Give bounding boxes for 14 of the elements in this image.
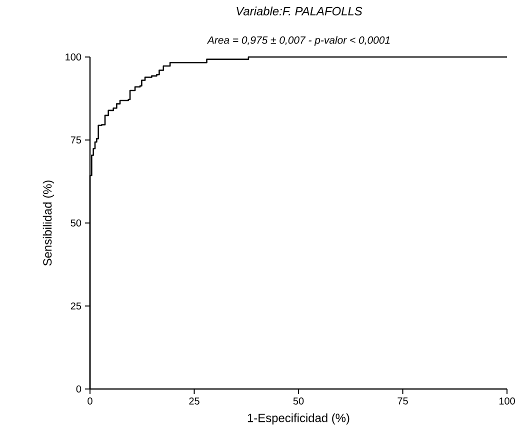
y-axis-title: Sensibilidad (%) [42, 180, 54, 266]
y-tick-label: 0 [76, 385, 82, 393]
x-tick-label: 100 [499, 398, 515, 405]
x-tick-label: 25 [189, 398, 200, 405]
x-axis-title: 1-Especificidad (%) [248, 413, 350, 425]
x-tick-label: 50 [293, 398, 304, 405]
chart-title: Variable:F. PALAFOLLS [236, 6, 362, 16]
y-tick-label: 50 [70, 219, 82, 227]
y-tick-label: 25 [70, 302, 82, 310]
x-tick-label: 0 [88, 398, 92, 405]
y-tick-label: 75 [70, 136, 82, 144]
chart-subtitle: Area = 0,975 ± 0,007 - p-valor < 0,0001 [206, 36, 390, 46]
y-tick-label: 100 [66, 53, 82, 61]
x-tick-label: 75 [398, 398, 408, 404]
